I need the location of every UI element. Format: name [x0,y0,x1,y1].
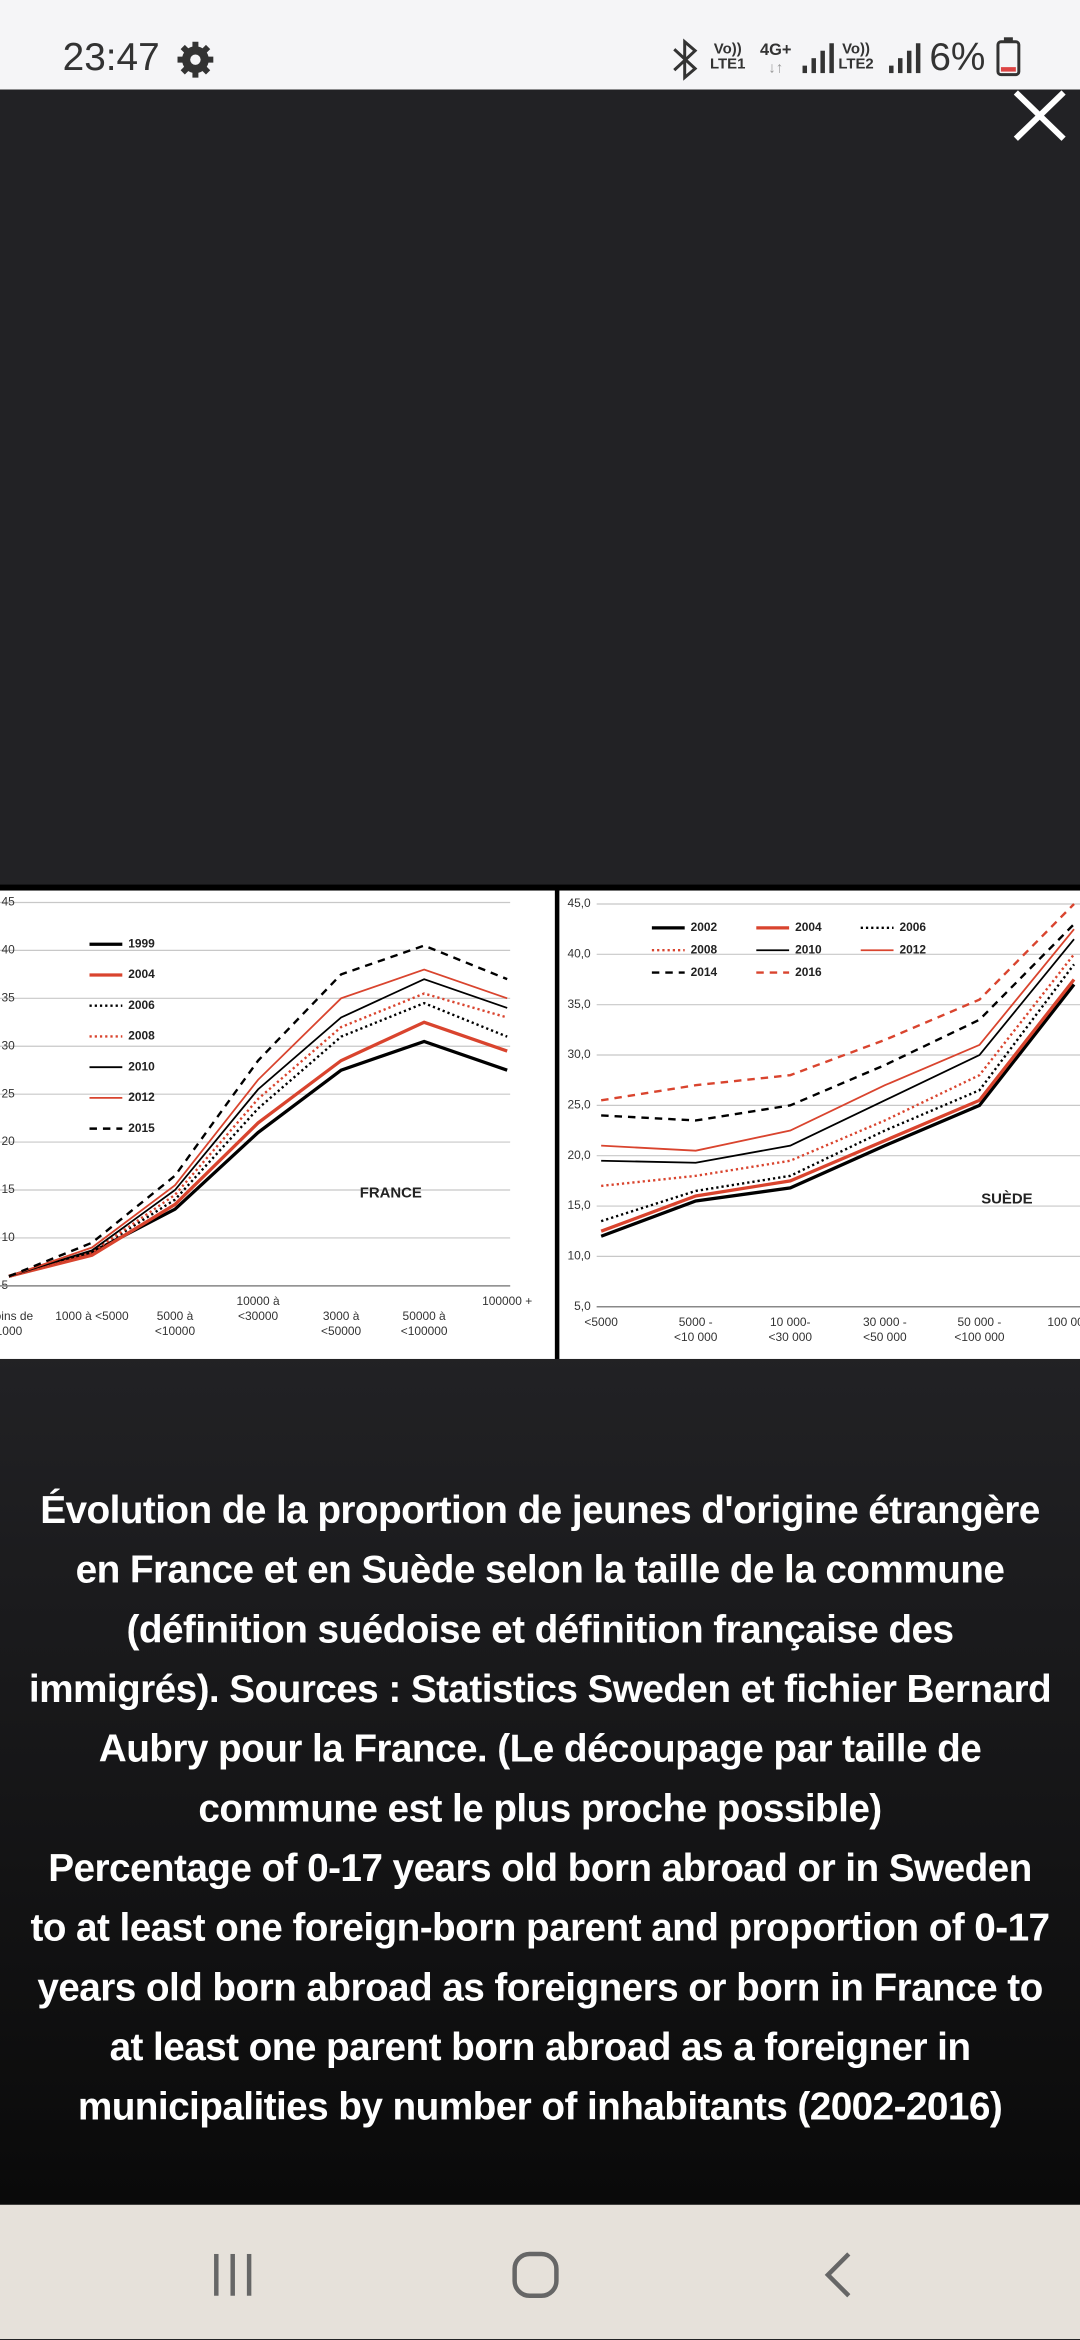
y-tick-label: 15 [1,1182,15,1196]
series-line [8,1020,508,1278]
x-tick-label: 10 000- <30 000 [768,1315,813,1345]
legend-label: 2008 [128,1029,155,1043]
legend-label: 2006 [128,998,155,1012]
legend-label: 2008 [691,942,718,956]
y-tick-label: 15,0 [567,1198,591,1212]
back-button[interactable] [824,2252,851,2298]
series-line [8,978,508,1278]
sweden-panel [559,890,1080,1359]
x-tick-label: 100000 + [482,1294,533,1309]
series-line [601,953,1075,1188]
data-arrows: ↓↑ [768,61,783,77]
series-line [8,968,508,1278]
battery-icon [996,37,1021,77]
y-tick-label: 30 [1,1038,15,1052]
legend-label: 2012 [900,942,927,956]
series-line [8,944,508,1278]
caption: Évolution de la proportion de jeunes d'o… [27,1480,1053,2136]
series-line [601,938,1075,1164]
legend-label: 1999 [128,936,155,950]
legend-label: 2014 [691,965,718,979]
home-button[interactable] [512,2251,559,2298]
series-line [600,963,1075,1223]
sim2-label: Vo)) LTE2 [838,41,874,74]
x-tick-label: <5000 [584,1315,618,1330]
y-tick-label: 45,0 [567,896,591,910]
y-tick-label: 25,0 [567,1098,591,1112]
x-tick-label: 5000 à <10000 [154,1309,196,1339]
series-line [601,928,1075,1152]
x-tick-label: 50000 à <100000 [400,1309,448,1339]
close-button[interactable] [1013,90,1066,141]
x-tick-label: 5000 - <10 000 [673,1315,718,1345]
bluetooth-icon [673,38,698,81]
y-tick-label: 40,0 [567,946,591,960]
x-tick-label: 50 000 - <100 000 [954,1315,1005,1345]
series-line [601,923,1075,1122]
settings-icon [177,41,214,78]
caption-en: Percentage of 0-17 years old born abroad… [30,1845,1050,2129]
network-type: 4G+ [760,41,791,59]
y-tick-label: 30,0 [567,1047,591,1061]
y-tick-label: 10 [1,1230,15,1244]
legend-label: 2002 [691,920,718,934]
caption-fr: Évolution de la proportion de jeunes d'o… [28,1487,1052,1831]
legend-label: 2004 [795,920,822,934]
y-tick-label: 35 [1,990,15,1004]
legend-label: 2015 [128,1121,155,1135]
clock: 23:47 [63,36,160,79]
nav-bar [0,2204,1080,2340]
sim1-label: Vo)) LTE1 [710,41,746,74]
legend-label: 2010 [128,1059,155,1073]
x-tick-label: 100 000 + [1047,1315,1080,1330]
y-tick-label: 20 [1,1134,15,1148]
signal-1 [802,43,834,74]
france-panel [0,890,555,1359]
chart-label: FRANCE [360,1185,422,1201]
x-tick-label: 10000 à <30000 [236,1294,280,1324]
x-tick-label: 3000 à <50000 [320,1309,362,1339]
series-line [8,1001,508,1278]
chart-label: SUÈDE [981,1190,1032,1207]
series-line [600,983,1076,1238]
legend-label: 2010 [795,942,822,956]
y-tick-label: 35,0 [567,997,591,1011]
signal-2 [889,43,921,74]
y-tick-label: 45 [1,895,15,909]
status-bar [0,0,1080,90]
battery-level: 6% [929,36,985,79]
x-tick-label: 30 000 - <50 000 [862,1315,907,1345]
y-tick-label: 25 [1,1086,15,1100]
panel-divider [554,890,560,1359]
y-tick-label: 20,0 [567,1148,591,1162]
legend-label: 2012 [128,1090,155,1104]
y-tick-label: 10,0 [567,1249,591,1263]
y-tick-label: 5,0 [574,1299,591,1313]
legend-label: 2006 [900,920,927,934]
series-line [8,1039,508,1278]
x-tick-label: 1000 à <5000 [55,1309,129,1324]
series-line [600,903,1075,1102]
series-line [600,978,1076,1233]
legend-label: 2016 [795,965,822,979]
image-border [0,884,1080,891]
series-line [8,992,508,1278]
recents-button[interactable] [214,2253,252,2296]
y-tick-label: 5 [1,1278,8,1292]
legend-label: 2004 [128,967,155,981]
y-tick-label: 40 [1,943,15,957]
x-tick-label: moins de 1000 [0,1309,34,1339]
